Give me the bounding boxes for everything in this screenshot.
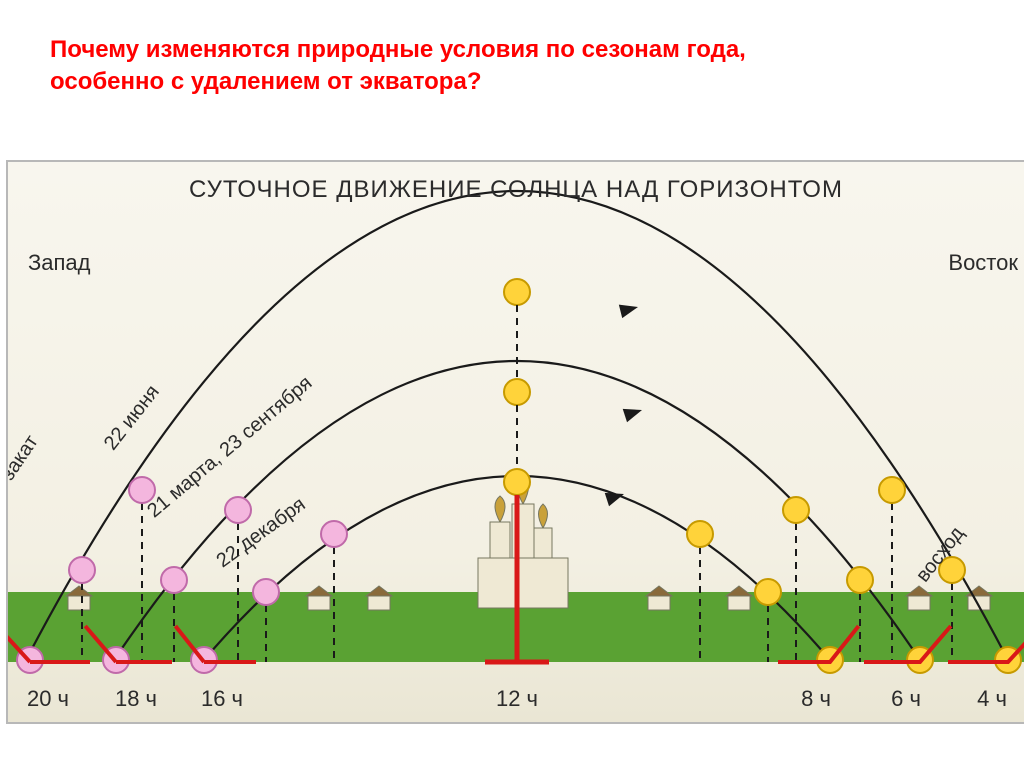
sun-disc-icon: [755, 579, 781, 605]
sun-disc-icon: [253, 579, 279, 605]
sun-disc-icon: [687, 521, 713, 547]
time-axis: 20 ч 18 ч 16 ч 12 ч 8 ч 6 ч 4 ч: [8, 678, 1024, 718]
time-tick: 16 ч: [201, 686, 243, 712]
time-tick: 18 ч: [115, 686, 157, 712]
east-label: Восток: [948, 250, 1018, 276]
question-line1: Почему изменяются природные условия по с…: [50, 34, 974, 66]
diagram-svg: [8, 162, 1024, 722]
question-line2: особенно с удалением от экватора?: [50, 66, 974, 98]
sun-disc-icon: [225, 497, 251, 523]
sun-noon-icon: [504, 469, 530, 495]
sun-disc-icon: [321, 521, 347, 547]
sun-disc-icon: [69, 557, 95, 583]
page: Почему изменяются природные условия по с…: [0, 0, 1024, 767]
sun-disc-icon: [783, 497, 809, 523]
question-text: Почему изменяются природные условия по с…: [0, 0, 1024, 99]
sun-path-diagram: СУТОЧНОЕ ДВИЖЕНИЕ СОЛНЦА НАД ГОРИЗОНТОМ …: [6, 160, 1024, 724]
diagram-title: СУТОЧНОЕ ДВИЖЕНИЕ СОЛНЦА НАД ГОРИЗОНТОМ: [8, 176, 1024, 204]
time-tick: 20 ч: [27, 686, 69, 712]
time-tick: 8 ч: [801, 686, 831, 712]
sun-disc-icon: [161, 567, 187, 593]
time-tick: 6 ч: [891, 686, 921, 712]
sun-noon-icon: [504, 379, 530, 405]
sun-disc-icon: [847, 567, 873, 593]
west-label: Запад: [28, 250, 91, 276]
time-tick: 4 ч: [977, 686, 1007, 712]
sun-noon-icon: [504, 279, 530, 305]
time-tick: 12 ч: [496, 686, 538, 712]
sun-disc-icon: [879, 477, 905, 503]
